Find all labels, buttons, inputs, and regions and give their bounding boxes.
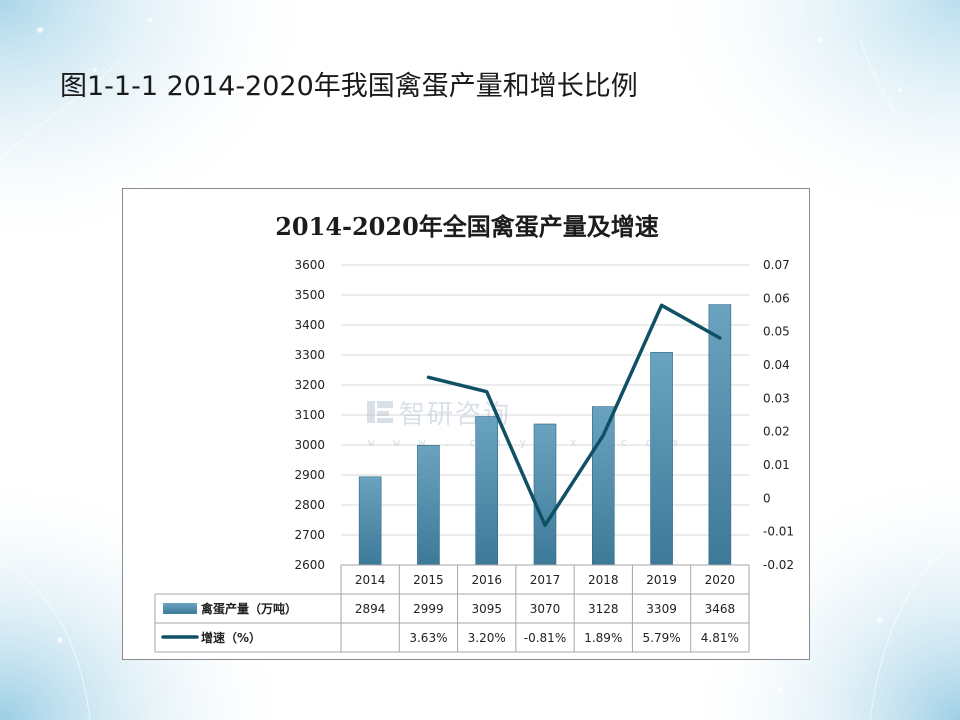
category-label: 2020 bbox=[705, 573, 736, 587]
right-axis: -0.02 -0.01 0 0.01 0.02 0.03 0.04 0.05 0.06 0.07 bbox=[763, 258, 794, 572]
left-tick-label: 3200 bbox=[294, 378, 325, 392]
right-tick-label: -0.02 bbox=[763, 558, 794, 572]
left-tick-label: 3600 bbox=[294, 258, 325, 272]
line-series bbox=[426, 303, 722, 528]
chart-title: 2014-2020年全国禽蛋产量及增速 bbox=[275, 212, 659, 241]
growth-line bbox=[426, 303, 722, 528]
left-tick-label: 2900 bbox=[294, 468, 325, 482]
growth-value-label: 3.20% bbox=[468, 631, 506, 645]
legend-line-label: 增速（%） bbox=[201, 630, 261, 645]
category-label: 2018 bbox=[588, 573, 619, 587]
right-tick-label: 0.05 bbox=[763, 325, 790, 339]
right-tick-label: 0.03 bbox=[763, 391, 790, 405]
bar-value-label: 2894 bbox=[355, 602, 386, 616]
right-tick-label: 0.07 bbox=[763, 258, 790, 272]
right-tick-label: 0.06 bbox=[763, 291, 790, 305]
bar-value-label: 3128 bbox=[588, 602, 619, 616]
left-axis: 2600 2700 2800 2900 3000 3100 3200 3300 3400 3500… bbox=[294, 258, 325, 572]
bar-2019 bbox=[650, 352, 673, 566]
bar-value-label: 3095 bbox=[471, 602, 502, 616]
right-tick-label: 0.01 bbox=[763, 458, 790, 472]
left-tick-label: 3000 bbox=[294, 438, 325, 452]
chart-frame: 2014-2020年全国禽蛋产量及增速 智研咨询 w w w . c h y x… bbox=[122, 188, 810, 660]
legend-bar-swatch bbox=[163, 603, 197, 614]
bar-2020 bbox=[708, 304, 732, 566]
bar-value-label: 3070 bbox=[530, 602, 561, 616]
growth-value-label: 5.79% bbox=[643, 631, 681, 645]
bar-value-label: 2999 bbox=[413, 602, 444, 616]
left-tick-label: 2700 bbox=[294, 528, 325, 542]
chyxx-logo-icon bbox=[367, 401, 393, 423]
category-label: 2016 bbox=[471, 573, 502, 587]
bar-2014 bbox=[358, 476, 382, 566]
left-tick-label: 2800 bbox=[294, 498, 325, 512]
growth-value-label: -0.81% bbox=[524, 631, 566, 645]
right-tick-label: 0.02 bbox=[763, 425, 790, 439]
category-label: 2019 bbox=[646, 573, 677, 587]
growth-value-label: 1.89% bbox=[584, 631, 622, 645]
left-tick-label: 3100 bbox=[294, 408, 325, 422]
left-tick-label: 3300 bbox=[294, 348, 325, 362]
legend-bar-label: 禽蛋产量（万吨） bbox=[200, 601, 297, 616]
bar-2016 bbox=[475, 416, 499, 566]
slide-title: 图1-1-1 2014-2020年我国禽蛋产量和增长比例 bbox=[60, 71, 638, 102]
bar-2018 bbox=[591, 406, 615, 566]
watermark-url: w w w . c h y x x . c o m bbox=[368, 436, 684, 449]
growth-value-label: 4.81% bbox=[701, 631, 739, 645]
category-label: 2017 bbox=[530, 573, 561, 587]
bar-value-label: 3468 bbox=[705, 602, 736, 616]
chart-plot: 智研咨询 w w w . c h y x x . c o m 260027002… bbox=[154, 258, 794, 653]
bar-2017 bbox=[533, 423, 557, 566]
left-tick-label: 2600 bbox=[294, 558, 325, 572]
growth-value-label: 3.63% bbox=[409, 631, 447, 645]
right-tick-label: -0.01 bbox=[763, 525, 794, 539]
bar-series bbox=[358, 304, 732, 566]
left-tick-label: 3400 bbox=[294, 318, 325, 332]
right-tick-label: 0 bbox=[763, 491, 771, 505]
right-tick-label: 0.04 bbox=[763, 358, 790, 372]
watermark: 智研咨询 w w w . c h y x x . c o m bbox=[367, 400, 684, 449]
category-label: 2014 bbox=[355, 573, 386, 587]
left-tick-label: 3500 bbox=[294, 288, 325, 302]
data-table: 2014 2015 2016 2017 2018 2019 2020 禽蛋产量（万吨） 增速（%… bbox=[154, 564, 750, 653]
bar-2015 bbox=[417, 444, 440, 566]
category-label: 2015 bbox=[413, 573, 444, 587]
bar-value-label: 3309 bbox=[646, 602, 677, 616]
